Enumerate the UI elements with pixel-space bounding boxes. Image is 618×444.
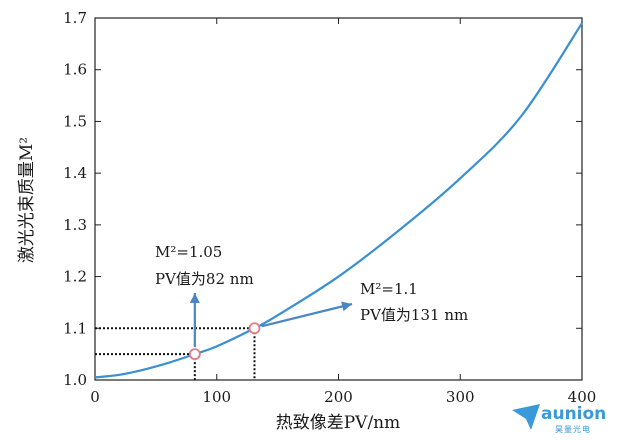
y-tick-label: 1.7: [63, 9, 87, 27]
data-marker: [248, 322, 261, 335]
annotation-1-line1: M²=1.05: [155, 243, 222, 261]
x-tick-label: 300: [446, 388, 475, 406]
y-tick-label: 1.6: [63, 61, 87, 79]
x-tick-label: 200: [324, 388, 353, 406]
aunion-logo: aunion 昊量光电: [512, 404, 606, 434]
y-tick-label: 1.3: [63, 216, 87, 234]
annotation-1-line2: PV值为82 nm: [155, 270, 254, 288]
data-markers: [188, 322, 261, 361]
arrow-2-shaft: [261, 302, 353, 328]
x-tick-label: 100: [202, 388, 231, 406]
logo-subtitle: 昊量光电: [555, 424, 591, 434]
y-axis-label: 激光光束质量M²: [17, 137, 37, 263]
x-tick-label: 0: [90, 388, 100, 406]
data-marker: [188, 348, 201, 361]
series-line: [94, 22, 583, 379]
x-axis-label: 热致像差PV/nm: [276, 413, 401, 433]
y-tick-label: 1.2: [63, 268, 87, 286]
y-axis-ticks: 1.0 1.1 1.2 1.3 1.4 1.5 1.6 1.7: [63, 9, 582, 389]
reference-guide-lines: [95, 327, 256, 380]
annotation-2-line2: PV值为131 nm: [360, 306, 468, 324]
annotation-arrows: [189, 293, 353, 348]
y-tick-label: 1.5: [63, 112, 87, 130]
logo-mark-icon: [512, 404, 540, 430]
y-tick-label: 1.0: [63, 371, 87, 389]
y-tick-label: 1.4: [63, 164, 87, 182]
y-tick-label: 1.1: [63, 319, 87, 337]
annotation-2-line1: M²=1.1: [360, 280, 418, 298]
arrow-2-head: [341, 301, 352, 312]
logo-name: aunion: [541, 404, 606, 424]
x-axis-ticks: 0 100 200 300 400: [90, 18, 596, 406]
x-tick-label: 400: [568, 388, 597, 406]
plot-area-frame: [94, 17, 583, 381]
arrow-1-head: [189, 293, 200, 303]
